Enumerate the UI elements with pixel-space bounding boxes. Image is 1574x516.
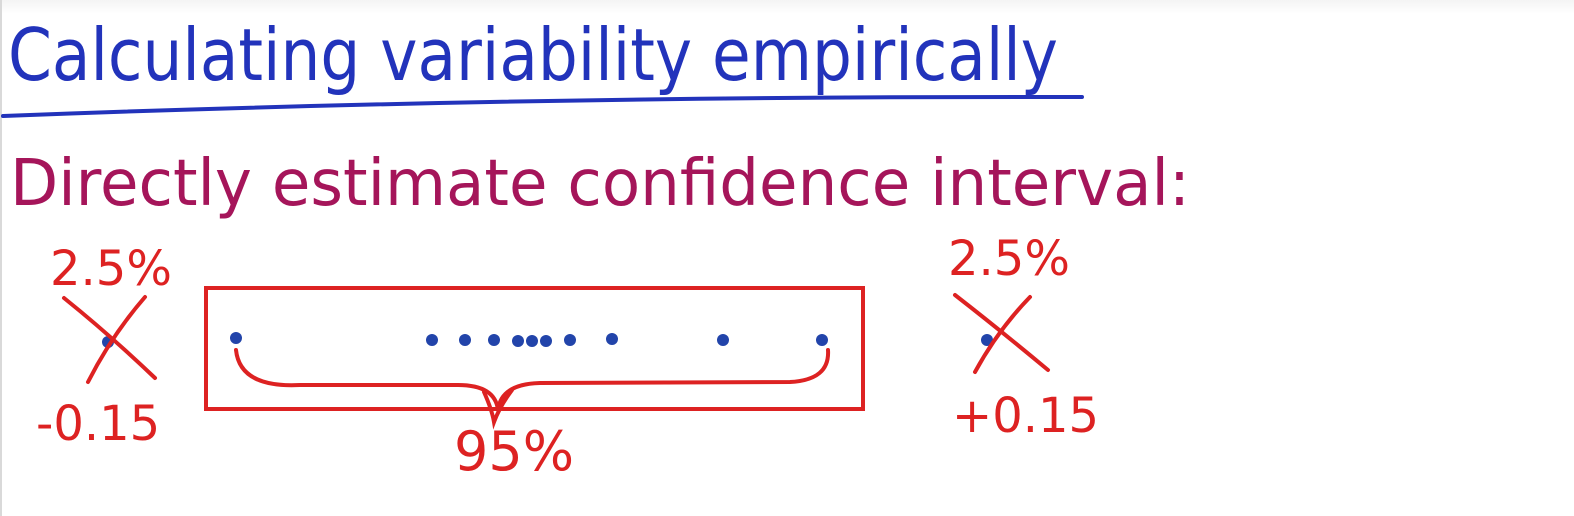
- right-tail-value: +0.15: [952, 388, 1099, 444]
- left-cross-out-icon: [62, 295, 157, 384]
- interval-box: [204, 286, 865, 411]
- subtitle: Directly estimate confidence interval:: [10, 147, 1190, 221]
- top-edge: [0, 0, 1574, 14]
- sample-dots: [230, 332, 828, 347]
- title-underline: [1, 94, 1084, 118]
- right-cross-out-icon: [953, 293, 1050, 374]
- left-tail-value: -0.15: [36, 396, 160, 452]
- left-edge: [0, 0, 2, 516]
- sample-dot: [512, 335, 524, 347]
- interval-brace: [234, 348, 831, 412]
- sample-dot: [717, 334, 729, 346]
- sample-dot: [816, 334, 828, 346]
- sample-dot: [426, 334, 438, 346]
- title: Calculating variability empirically: [8, 13, 1058, 97]
- sample-dot: [230, 332, 242, 344]
- sample-dot: [540, 335, 552, 347]
- sample-dot: [606, 333, 618, 345]
- sample-dot: [459, 334, 471, 346]
- left-tail-percent: 2.5%: [50, 241, 172, 297]
- brace-tip: [482, 388, 514, 430]
- right-tail-dot: [981, 334, 993, 346]
- sample-dot: [488, 334, 500, 346]
- center-label: 95%: [454, 420, 574, 483]
- sample-dot: [526, 335, 538, 347]
- right-tail-percent: 2.5%: [948, 231, 1070, 287]
- sample-dot: [564, 334, 576, 346]
